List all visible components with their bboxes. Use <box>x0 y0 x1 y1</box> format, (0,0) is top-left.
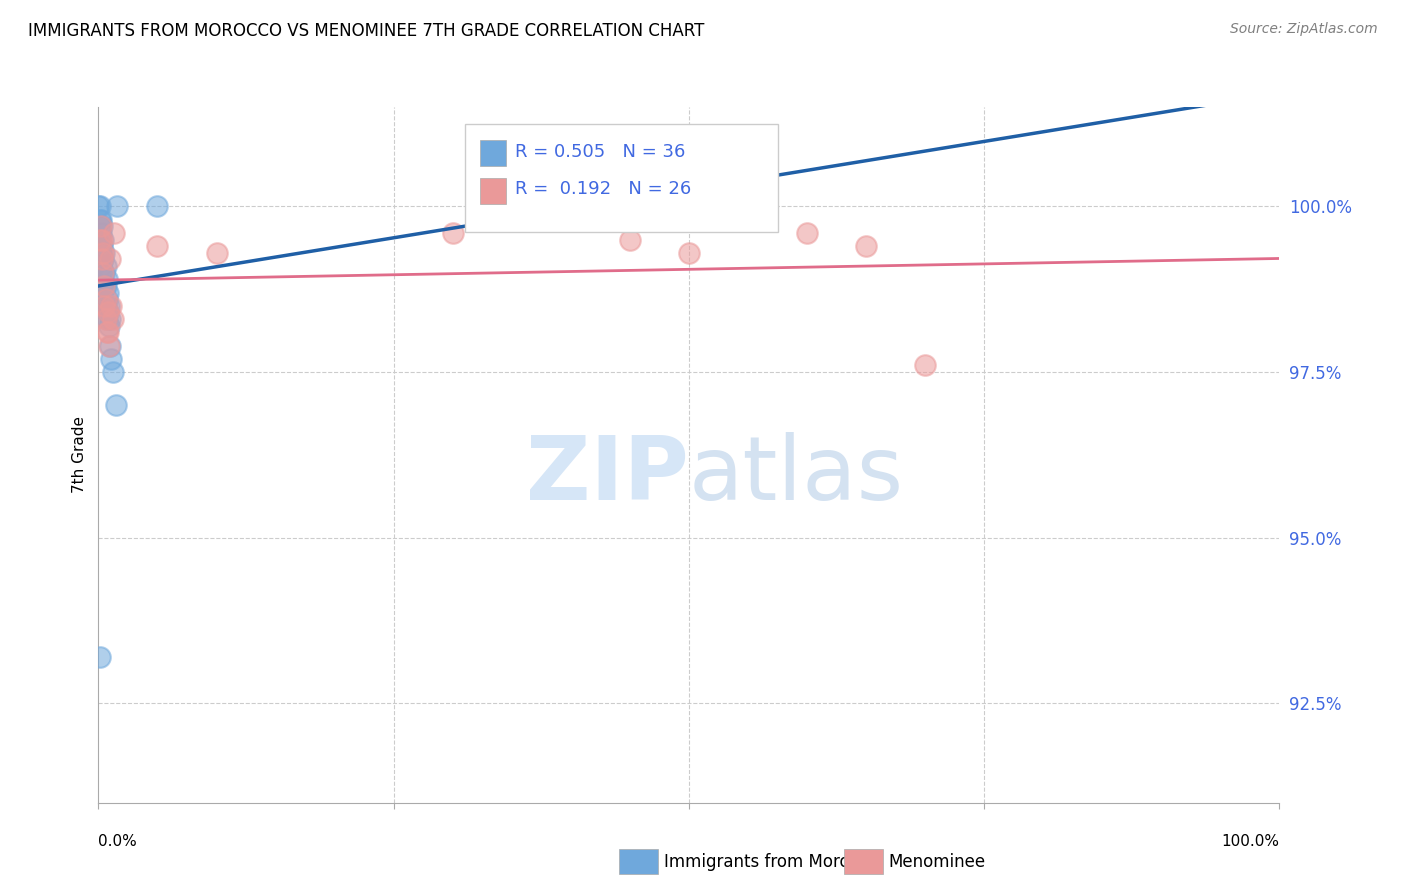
Point <box>855 239 877 253</box>
Text: atlas: atlas <box>689 433 904 519</box>
Point <box>96 312 118 326</box>
Y-axis label: 7th Grade: 7th Grade <box>72 417 87 493</box>
Point <box>91 233 114 247</box>
Point <box>98 338 121 352</box>
Bar <box>479 178 506 204</box>
Point <box>91 266 114 280</box>
Point <box>678 245 700 260</box>
Point <box>91 239 114 253</box>
Point <box>91 266 114 280</box>
Point <box>90 212 112 227</box>
Point <box>93 279 115 293</box>
Text: Menominee: Menominee <box>889 853 986 871</box>
Point <box>105 398 128 412</box>
Point <box>87 199 110 213</box>
Text: ZIP: ZIP <box>526 433 689 519</box>
Point <box>89 219 111 234</box>
Point <box>96 272 118 286</box>
Point <box>93 279 115 293</box>
Point <box>96 292 118 306</box>
Text: Immigrants from Morocco: Immigrants from Morocco <box>664 853 877 871</box>
Point <box>441 226 464 240</box>
Point <box>90 226 112 240</box>
Point <box>94 259 117 273</box>
Point <box>91 219 114 234</box>
Point <box>101 365 124 379</box>
Point <box>98 299 121 313</box>
Point <box>89 212 111 227</box>
Point <box>100 351 122 366</box>
Point <box>619 233 641 247</box>
Point <box>89 233 111 247</box>
Point <box>97 326 120 340</box>
Point <box>91 233 114 247</box>
Point <box>94 292 117 306</box>
Point <box>146 239 169 253</box>
Point <box>93 266 115 280</box>
Point <box>96 326 118 340</box>
Point <box>914 359 936 373</box>
Point <box>97 285 120 300</box>
Point <box>146 199 169 213</box>
Point <box>105 199 128 213</box>
Point <box>98 338 121 352</box>
Text: 100.0%: 100.0% <box>1222 834 1279 849</box>
Point <box>97 305 120 319</box>
Point <box>101 312 124 326</box>
Point <box>103 226 125 240</box>
Point <box>97 305 120 319</box>
Point <box>94 279 117 293</box>
Point <box>91 252 114 267</box>
Point <box>89 650 111 665</box>
Text: R = 0.505   N = 36: R = 0.505 N = 36 <box>516 144 686 161</box>
Point <box>89 199 111 213</box>
Point <box>91 252 114 267</box>
FancyBboxPatch shape <box>464 124 778 232</box>
Point <box>100 299 122 313</box>
Text: R =  0.192   N = 26: R = 0.192 N = 26 <box>516 180 692 198</box>
Point <box>98 318 121 333</box>
Point <box>98 252 121 267</box>
Point <box>98 312 121 326</box>
Point <box>205 245 228 260</box>
Point <box>91 245 114 260</box>
Point <box>93 245 115 260</box>
Point <box>93 299 115 313</box>
Point <box>90 259 112 273</box>
Text: 0.0%: 0.0% <box>98 834 138 849</box>
Point <box>94 312 117 326</box>
Point <box>94 299 117 313</box>
Text: Source: ZipAtlas.com: Source: ZipAtlas.com <box>1230 22 1378 37</box>
Point <box>90 219 112 234</box>
Text: IMMIGRANTS FROM MOROCCO VS MENOMINEE 7TH GRADE CORRELATION CHART: IMMIGRANTS FROM MOROCCO VS MENOMINEE 7TH… <box>28 22 704 40</box>
Point <box>89 233 111 247</box>
Bar <box>479 140 506 166</box>
Point <box>90 245 112 260</box>
Point <box>796 226 818 240</box>
Point <box>91 252 114 267</box>
